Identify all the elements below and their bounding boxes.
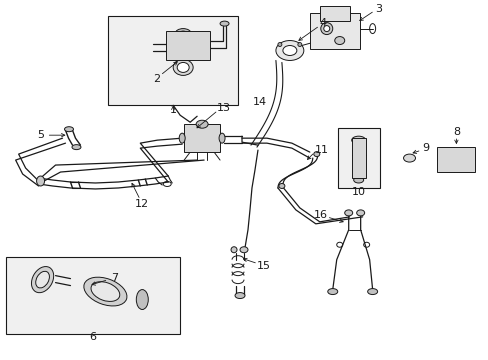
Ellipse shape [235,293,244,298]
Ellipse shape [196,120,208,128]
Bar [319,6,349,21]
Text: 4: 4 [319,18,325,28]
Ellipse shape [31,266,54,293]
Ellipse shape [175,28,191,39]
Ellipse shape [136,289,148,310]
Text: 13: 13 [217,103,231,113]
Ellipse shape [283,45,296,55]
Ellipse shape [367,289,377,294]
Ellipse shape [83,277,127,306]
Ellipse shape [403,154,415,162]
Text: 16: 16 [313,210,327,220]
Ellipse shape [277,42,281,46]
Bar [437,147,474,172]
Ellipse shape [91,282,120,301]
Ellipse shape [219,133,224,143]
Ellipse shape [220,21,228,26]
Ellipse shape [334,37,344,45]
Bar [6,257,180,334]
Ellipse shape [297,42,301,46]
Text: 1: 1 [169,105,176,115]
Ellipse shape [179,133,185,143]
Ellipse shape [72,145,81,150]
Text: 6: 6 [89,332,96,342]
Ellipse shape [36,271,49,288]
Ellipse shape [278,184,285,189]
Ellipse shape [240,247,247,253]
Ellipse shape [275,41,303,60]
Text: 14: 14 [252,97,266,107]
Text: 15: 15 [256,261,270,271]
Text: 2: 2 [152,75,160,84]
Ellipse shape [230,247,237,253]
Ellipse shape [353,177,363,183]
Bar [108,15,238,105]
Bar [166,31,210,60]
Bar [309,13,359,49]
Bar [351,138,365,178]
Ellipse shape [177,62,189,72]
Ellipse shape [327,289,337,294]
Text: 12: 12 [135,199,149,209]
Bar [184,124,220,152]
Ellipse shape [320,23,332,35]
Ellipse shape [64,127,73,132]
Ellipse shape [173,59,193,75]
Ellipse shape [344,210,352,216]
Ellipse shape [323,26,329,32]
Text: 11: 11 [314,145,328,155]
Ellipse shape [179,31,187,36]
Text: 5: 5 [37,130,44,140]
Text: 3: 3 [374,4,381,14]
Ellipse shape [313,152,319,157]
Ellipse shape [37,176,44,186]
Bar [337,128,379,188]
Text: 8: 8 [452,127,459,137]
Text: 10: 10 [351,187,365,197]
Text: 9: 9 [421,143,428,153]
Ellipse shape [351,136,365,144]
Ellipse shape [356,210,364,216]
Text: 7: 7 [111,273,118,283]
